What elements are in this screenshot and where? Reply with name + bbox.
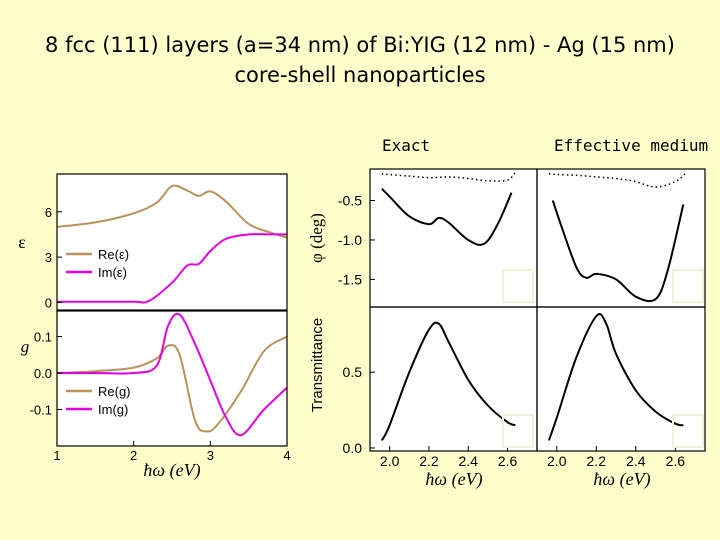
trans-exact-xtick-label-1: 2.2 [419,453,439,469]
label-exact: Exact [382,136,431,155]
trans-effective-xtick-label-1: 2.2 [587,453,607,469]
trans-ylabel: Transmittance [309,318,326,412]
eps-im-line [57,233,287,304]
trans-ytick-label-0: 0.0 [343,440,363,456]
title-line-2: core-shell nanoparticles [234,63,486,87]
trans-effective-xtick-label-0: 2.0 [547,453,567,469]
eps-panel-bg [57,174,287,310]
right-xlabel-exact: ħω (eV) [425,469,482,490]
eps-ytick-label-0: 0 [45,295,52,310]
g-ytick-label-2: 0.1 [34,330,52,345]
eps-ylabel: ε [18,232,26,252]
trans-effective-frame [536,306,706,452]
trans-effective-bg [537,307,705,451]
g-legend-label-0: Re(g) [98,384,131,399]
left-xlabel: ħω (eV) [143,460,200,481]
phi-exact-bg [370,169,537,307]
eps-legend-label-1: Im(ε) [98,265,127,280]
phi-exact-line-1 [381,187,513,246]
trans-exact-line-0 [380,321,516,441]
phi-ytick-label-2: -1.5 [338,271,362,287]
eps-ytick-label-2: 6 [45,205,52,220]
trans-exact-bg [370,307,537,451]
eps-panel-frame [56,173,288,311]
eps-ytick-label-1: 3 [45,250,52,265]
trans-exact-xtick-label-3: 2.6 [498,453,518,469]
g-ytick-label-1: 0.0 [34,366,52,381]
g-xtick-label-3: 4 [283,448,290,463]
g-re-line [56,335,288,433]
g-xtick-label-1: 2 [130,448,137,463]
corner-marker-3 [672,414,704,448]
g-im-line [57,312,288,437]
g-xtick-label-0: 1 [53,448,60,463]
eps-legend-label-0: Re(ε) [98,247,129,262]
slide-title: 8 fcc (111) layers (a=34 nm) of Bi:YIG (… [0,30,720,90]
title-line-1: 8 fcc (111) layers (a=34 nm) of Bi:YIG (… [45,33,675,57]
eps-re-line [56,184,288,239]
g-legend-label-1: Im(g) [98,402,128,417]
phi-ylabel: φ (deg) [307,213,326,263]
corner-marker-2 [502,414,534,448]
right-xlabel-effective: ħω (eV) [593,469,650,490]
trans-effective-xtick-label-3: 2.6 [666,453,686,469]
g-panel-frame [56,310,288,447]
g-ylabel: g [21,337,30,356]
corner-marker-0 [502,269,534,303]
label-effective-medium: Effective medium [554,136,709,155]
trans-ytick-label-1: 0.5 [343,364,363,380]
phi-ytick-label-0: -0.5 [338,193,362,209]
trans-exact-xtick-label-0: 2.0 [380,453,400,469]
g-panel-bg [57,311,287,446]
g-ytick-label-0: -0.1 [30,403,52,418]
trans-effective-xtick-label-2: 2.4 [626,453,646,469]
trans-exact-xtick-label-2: 2.4 [459,453,479,469]
phi-effective-line-1 [551,200,685,303]
phi-effective-bg [537,169,705,307]
corner-marker-1 [672,269,704,303]
g-xtick-label-2: 3 [207,448,214,463]
trans-effective-line-0 [547,313,684,441]
phi-ytick-label-1: -1.0 [338,232,362,248]
